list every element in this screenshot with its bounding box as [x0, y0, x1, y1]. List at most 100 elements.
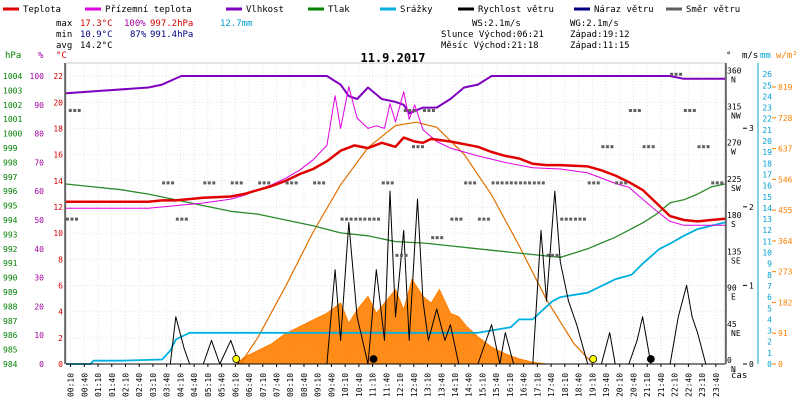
- pressure-tick: 992: [3, 245, 18, 254]
- wind-direction-label: W: [731, 148, 736, 157]
- wind-direction-point: [468, 181, 472, 185]
- rain-tick: 10: [762, 249, 772, 258]
- stats-max-rain: 12.7mm: [220, 19, 253, 29]
- x-tick-label: 23:10: [698, 373, 707, 397]
- wind-direction-point: [537, 181, 541, 185]
- wind-direction-tick: 90: [727, 284, 737, 293]
- x-tick-label: 07:40: [273, 373, 282, 397]
- wind-direction-point: [519, 181, 523, 185]
- x-tick-label: 18:10: [561, 373, 570, 397]
- humidity-line: [65, 75, 725, 115]
- wind-direction-point: [486, 217, 490, 221]
- pressure-line: [65, 183, 726, 259]
- wind-direction-point: [587, 181, 591, 185]
- rain-tick: 22: [762, 115, 772, 124]
- x-tick-label: 20:10: [616, 373, 625, 397]
- wind-direction-point: [403, 108, 407, 112]
- wind-direction-point: [564, 217, 568, 221]
- wind-direction-point: [363, 217, 367, 221]
- unit-mm: mm: [760, 51, 771, 61]
- wind-direction-point: [496, 181, 500, 185]
- wind-direction-point: [688, 108, 692, 112]
- event-marker: [369, 355, 378, 363]
- wind-direction-tick: 45: [727, 320, 737, 329]
- wind-direction-point: [541, 181, 545, 185]
- wind-direction-point: [207, 181, 211, 185]
- wind-direction-point: [720, 181, 724, 185]
- humidity-tick: 10: [34, 331, 44, 340]
- humidity-tick: 80: [34, 130, 44, 139]
- wind-direction-label: N: [731, 365, 736, 374]
- solar-tick: 182: [778, 298, 793, 307]
- pressure-tick: 1004: [3, 72, 22, 81]
- x-tick-label: 00:40: [80, 373, 89, 397]
- temperature-tick: 8: [58, 255, 63, 264]
- wind-direction-point: [317, 181, 321, 185]
- wind-direction-point: [70, 217, 74, 221]
- wind-direction-point: [450, 217, 454, 221]
- rain-tick: 21: [762, 126, 772, 135]
- rainfall-line: [66, 221, 726, 365]
- stats-avg-temp: 14.2°C: [80, 41, 113, 51]
- wind-direction-point: [491, 181, 495, 185]
- wind-direction-point: [212, 181, 216, 185]
- x-tick-label: 16:10: [506, 373, 515, 397]
- x-tick-label: 19:40: [602, 373, 611, 397]
- humidity-tick: 60: [34, 187, 44, 196]
- wind-direction-tick: 315: [727, 102, 742, 111]
- pressure-tick: 987: [3, 317, 18, 326]
- solar-tick: 819: [778, 83, 793, 92]
- wind-direction-point: [381, 181, 385, 185]
- wind-direction-point: [715, 181, 719, 185]
- wind-direction-point: [358, 217, 362, 221]
- pressure-tick: 994: [3, 216, 18, 225]
- wind-direction-point: [697, 145, 701, 149]
- wind-direction-point: [340, 217, 344, 221]
- wind-direction-point: [184, 217, 188, 221]
- wind-direction-point: [706, 145, 710, 149]
- wind-direction-point: [528, 181, 532, 185]
- x-tick-label: 17:40: [547, 373, 556, 397]
- wind-direction-point: [624, 181, 628, 185]
- rain-tick: 19: [762, 148, 772, 157]
- humidity-tick: 100: [30, 72, 45, 81]
- wind-direction-point: [386, 181, 390, 185]
- wind-direction-point: [294, 181, 298, 185]
- rain-tick: 12: [762, 226, 772, 235]
- x-tick-label: 21:10: [643, 373, 652, 397]
- wind-direction-point: [454, 217, 458, 221]
- wind-direction-point: [408, 108, 412, 112]
- wind-direction-point: [555, 253, 559, 257]
- stats-min-label: min: [56, 30, 72, 40]
- legend-label: Směr větru: [686, 5, 740, 15]
- info-sunset: Západ:19:12: [570, 30, 630, 40]
- wind-direction-point: [354, 217, 358, 221]
- x-tick-label: 05:40: [218, 373, 227, 397]
- legend-label: Náraz větru: [594, 5, 654, 15]
- wind-direction-point: [431, 236, 435, 240]
- wind-direction-point: [416, 145, 420, 149]
- x-tick-label: 02:40: [135, 373, 144, 397]
- wind-direction-point: [615, 181, 619, 185]
- rain-tick: 23: [762, 104, 772, 113]
- axes-layer: 9849859869879889899909919929939949959969…: [3, 63, 793, 374]
- x-tick-label: 02:10: [121, 373, 130, 397]
- wind-direction-point: [345, 217, 349, 221]
- wind-direction-point: [372, 217, 376, 221]
- wind-direction-point: [420, 145, 424, 149]
- wind-direction-point: [262, 181, 266, 185]
- solar-tick: 273: [778, 268, 793, 277]
- unit-ms: m/s: [742, 51, 758, 61]
- humidity-tick: 40: [34, 245, 44, 254]
- wind-direction-point: [313, 181, 317, 185]
- wind-direction-point: [377, 217, 381, 221]
- wind-direction-point: [637, 108, 641, 112]
- wind-direction-point: [711, 181, 715, 185]
- wind-direction-tick: 270: [727, 139, 742, 148]
- solar-tick: 0: [778, 360, 783, 369]
- wind-direction-point: [411, 145, 415, 149]
- legend-label: Vlhkost: [246, 5, 284, 15]
- wind-direction-point: [482, 217, 486, 221]
- temperature-tick: 12: [53, 203, 63, 212]
- wind-direction-point: [464, 181, 468, 185]
